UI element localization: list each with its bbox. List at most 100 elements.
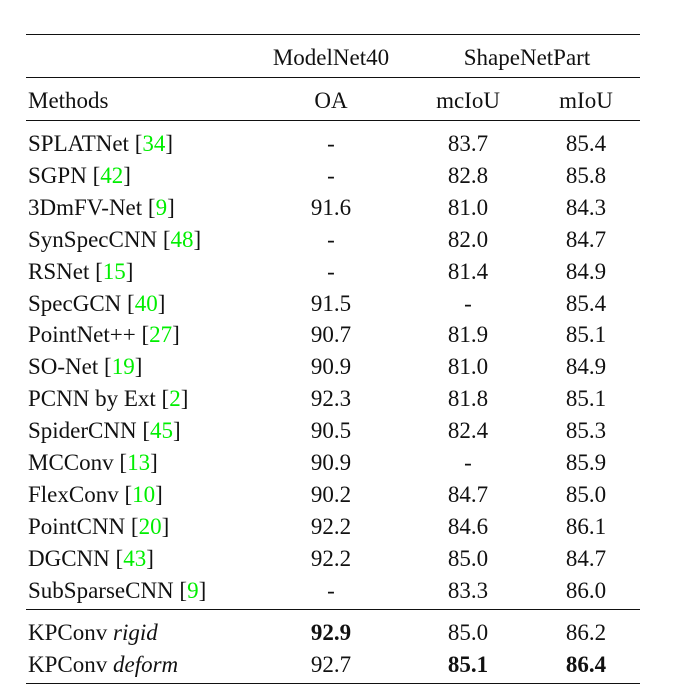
oa-value: - — [327, 226, 335, 252]
mciou-value: 82.8 — [447, 162, 489, 188]
column-header-miou: mIoU — [559, 88, 613, 113]
mciou-value: 81.0 — [447, 354, 489, 380]
method-name: SPLATNet — [28, 131, 129, 156]
citation-link[interactable]: 34 — [142, 131, 166, 156]
table-row: 3DmFV-Net [9] 91.6 81.0 84.3 — [26, 192, 640, 224]
table-row: SpecGCN [40] 91.5 - 85.4 — [26, 288, 640, 320]
miou-value: 85.4 — [565, 290, 607, 316]
group-header-shapenetpart: ShapeNetPart — [463, 45, 591, 70]
oa-value: - — [327, 131, 335, 156]
method-cell: KPConv deform — [28, 649, 178, 681]
method-cell: SynSpecCNN [48] — [28, 226, 202, 252]
mciou-value: 84.6 — [447, 513, 489, 539]
table-row: SynSpecCNN [48] - 82.0 84.7 — [26, 224, 640, 256]
miou-value: 85.1 — [565, 386, 607, 412]
table-row: SpiderCNN [45] 90.5 82.4 85.3 — [26, 415, 640, 447]
mciou-value: 81.0 — [447, 194, 489, 220]
method-cell: KPConv rigid — [28, 617, 158, 649]
mciou-value: 82.0 — [447, 226, 489, 252]
mciou-value: 81.9 — [447, 322, 489, 348]
ours-rule — [26, 609, 640, 610]
table-row: RSNet [15] - 81.4 84.9 — [26, 256, 640, 288]
method-cell: SPLATNet [34] — [28, 131, 174, 156]
citation-link[interactable]: 27 — [149, 322, 173, 348]
miou-value: 84.7 — [565, 545, 607, 571]
top-rule — [26, 34, 640, 36]
miou-value: 84.9 — [565, 258, 607, 284]
miou-value: 86.1 — [565, 513, 607, 539]
oa-value: - — [327, 577, 335, 603]
mciou-value: 83.7 — [447, 131, 489, 156]
citation-link[interactable]: 13 — [127, 450, 151, 475]
method-cell: SGPN [42] — [28, 162, 131, 188]
table-row: PointNet++ [27] 90.7 81.9 85.1 — [26, 319, 640, 351]
citation-link[interactable]: 9 — [187, 577, 199, 603]
citation-link[interactable]: 45 — [150, 418, 174, 444]
citation-link[interactable]: 20 — [138, 513, 162, 539]
table-row-ours: KPConv deform 92.7 85.1 86.4 — [26, 649, 640, 681]
oa-value: 90.5 — [310, 418, 352, 444]
method-cell: SpecGCN [40] — [28, 290, 166, 316]
method-cell: PointNet++ [27] — [28, 322, 180, 348]
oa-value: 92.3 — [310, 386, 352, 412]
oa-value: 91.6 — [310, 194, 352, 220]
method-name: PCNN by Ext — [28, 386, 156, 412]
method-cell: PointCNN [20] — [28, 513, 170, 539]
citation-link[interactable]: 2 — [169, 386, 181, 412]
method-name: FlexConv — [28, 481, 119, 507]
citation-link[interactable]: 43 — [123, 545, 147, 571]
miou-value: 86.2 — [565, 620, 607, 645]
citation-link[interactable]: 9 — [155, 194, 168, 220]
citation-link[interactable]: 40 — [134, 290, 158, 316]
miou-value: 84.7 — [565, 226, 607, 252]
method-name: SubSparseCNN — [28, 577, 174, 603]
oa-value: 92.2 — [310, 545, 352, 571]
miou-value: 85.4 — [565, 131, 607, 156]
method-name: SO-Net — [28, 354, 99, 380]
mciou-value: 85.1 — [447, 651, 489, 677]
table-row: FlexConv [10] 90.2 84.7 85.0 — [26, 479, 640, 511]
method-name: MCConv — [28, 450, 114, 475]
method-name: DGCNN — [28, 545, 110, 571]
mciou-value: 85.0 — [447, 620, 489, 645]
method-name: PointCNN — [28, 513, 126, 539]
method-name: RSNet — [28, 258, 90, 284]
mciou-value: 82.4 — [447, 418, 489, 444]
citation-link[interactable]: 10 — [132, 481, 156, 507]
miou-value: 85.9 — [565, 450, 607, 475]
oa-value: 90.7 — [310, 322, 352, 348]
miou-value: 86.0 — [565, 577, 607, 603]
method-name: SynSpecCNN — [28, 226, 158, 252]
citation-link[interactable]: 42 — [100, 162, 124, 188]
mciou-value: - — [464, 290, 472, 316]
column-header-mciou: mcIoU — [436, 88, 500, 113]
oa-value: - — [327, 258, 335, 284]
table-row: DGCNN [43] 92.2 85.0 84.7 — [26, 543, 640, 575]
oa-value: - — [327, 162, 335, 188]
method-name: KPConv — [28, 651, 108, 677]
citation-link[interactable]: 19 — [111, 354, 135, 380]
method-cell: MCConv [13] — [28, 450, 158, 475]
table-row-ours: KPConv rigid 92.9 85.0 86.2 — [26, 617, 640, 649]
citation-link[interactable]: 48 — [170, 226, 194, 252]
miou-value: 84.9 — [565, 354, 607, 380]
oa-value: 90.9 — [310, 354, 352, 380]
method-name: SpiderCNN — [28, 418, 137, 444]
method-name: SpecGCN — [28, 290, 122, 316]
miou-value: 85.0 — [565, 481, 607, 507]
method-cell: SpiderCNN [45] — [28, 418, 181, 444]
mciou-value: - — [464, 450, 472, 475]
method-name: PointNet++ — [28, 322, 136, 348]
table-row: SubSparseCNN [9] - 83.3 86.0 — [26, 575, 640, 607]
method-cell: SO-Net [19] — [28, 354, 143, 380]
miou-value: 85.8 — [565, 162, 607, 188]
column-header-row: Methods OA mcIoU mIoU — [26, 85, 640, 117]
miou-value: 86.4 — [565, 651, 607, 677]
column-header-methods: Methods — [28, 88, 109, 113]
mciou-value: 84.7 — [447, 481, 489, 507]
column-header-oa: OA — [314, 88, 348, 113]
oa-value: 92.2 — [310, 513, 352, 539]
miou-value: 85.1 — [565, 322, 607, 348]
table-row: SGPN [42] - 82.8 85.8 — [26, 160, 640, 192]
citation-link[interactable]: 15 — [102, 258, 126, 284]
